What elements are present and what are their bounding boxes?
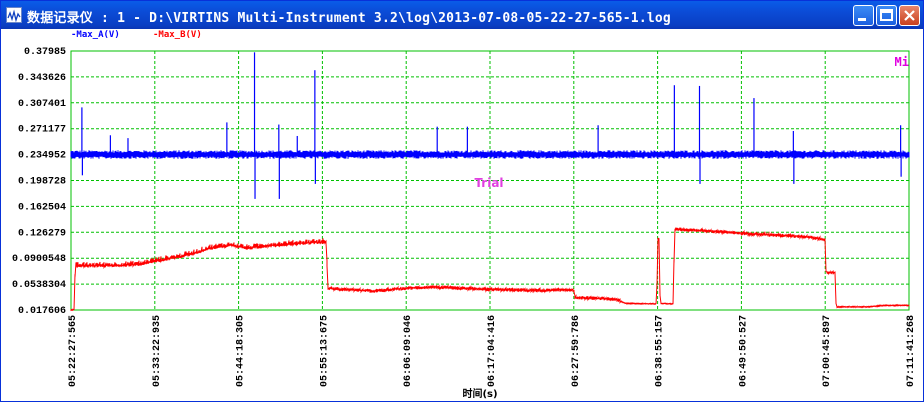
y-tick-label: 0.017606	[18, 306, 66, 317]
x-tick-label: 05:33:22:935	[152, 315, 163, 387]
x-tick-label: 05:55:13:675	[319, 315, 330, 387]
minimize-icon	[858, 18, 866, 21]
trial-watermark: Trial	[474, 176, 503, 190]
x-tick-label: 06:49:50:527	[738, 315, 749, 387]
x-tick-label: 05:22:27:565	[68, 315, 79, 387]
y-tick-label: 0.198728	[18, 177, 66, 188]
y-tick-label: 0.0538304	[12, 280, 66, 291]
y-tick-label: 0.343626	[18, 73, 66, 84]
close-button[interactable]	[899, 5, 920, 26]
x-axis-title: 时间(s)	[462, 387, 497, 400]
y-tick-label: 0.234952	[18, 151, 66, 162]
waveform-icon[interactable]	[6, 7, 22, 23]
close-icon	[904, 10, 915, 21]
x-tick-label: 06:27:59:786	[571, 315, 582, 387]
window-title: 数据记录仪 : 1 - D:\VIRTINS Multi-Instrument …	[27, 11, 671, 26]
mi-label: Mi	[894, 55, 909, 69]
title-bar[interactable]: 数据记录仪 : 1 - D:\VIRTINS Multi-Instrument …	[1, 1, 923, 29]
x-tick-label: 05:44:18:305	[236, 315, 247, 387]
series-a-line	[70, 150, 910, 159]
chart-area[interactable]: -Max_A(V) -Max_B(V) 0.37985 0.343626 0.307…	[1, 29, 923, 401]
minimize-button[interactable]	[853, 5, 874, 26]
y-tick-label: 0.37985	[24, 47, 66, 58]
x-tick-label: 06:06:09:046	[403, 315, 414, 387]
x-tick-label: 07:11:41:268	[906, 315, 917, 387]
y-tick-label: 0.162504	[18, 202, 66, 213]
legend-series-a: -Max_A(V)	[71, 30, 120, 40]
maximize-icon	[880, 9, 893, 21]
legend-series-b: -Max_B(V)	[153, 30, 202, 40]
x-tick-label: 06:38:55:157	[655, 315, 666, 387]
y-tick-label: 0.126279	[18, 228, 66, 239]
maximize-button[interactable]	[876, 5, 897, 26]
y-tick-label: 0.0900548	[12, 254, 66, 265]
line-chart[interactable]: 0.37985 0.343626 0.307401 0.271177 0.234952 0…	[1, 29, 923, 401]
y-tick-label: 0.271177	[18, 125, 66, 136]
x-tick-label: 07:00:45:897	[822, 315, 833, 387]
y-tick-label: 0.307401	[18, 99, 66, 110]
series-b-line	[70, 226, 910, 312]
x-tick-label: 06:17:04:416	[487, 315, 498, 387]
